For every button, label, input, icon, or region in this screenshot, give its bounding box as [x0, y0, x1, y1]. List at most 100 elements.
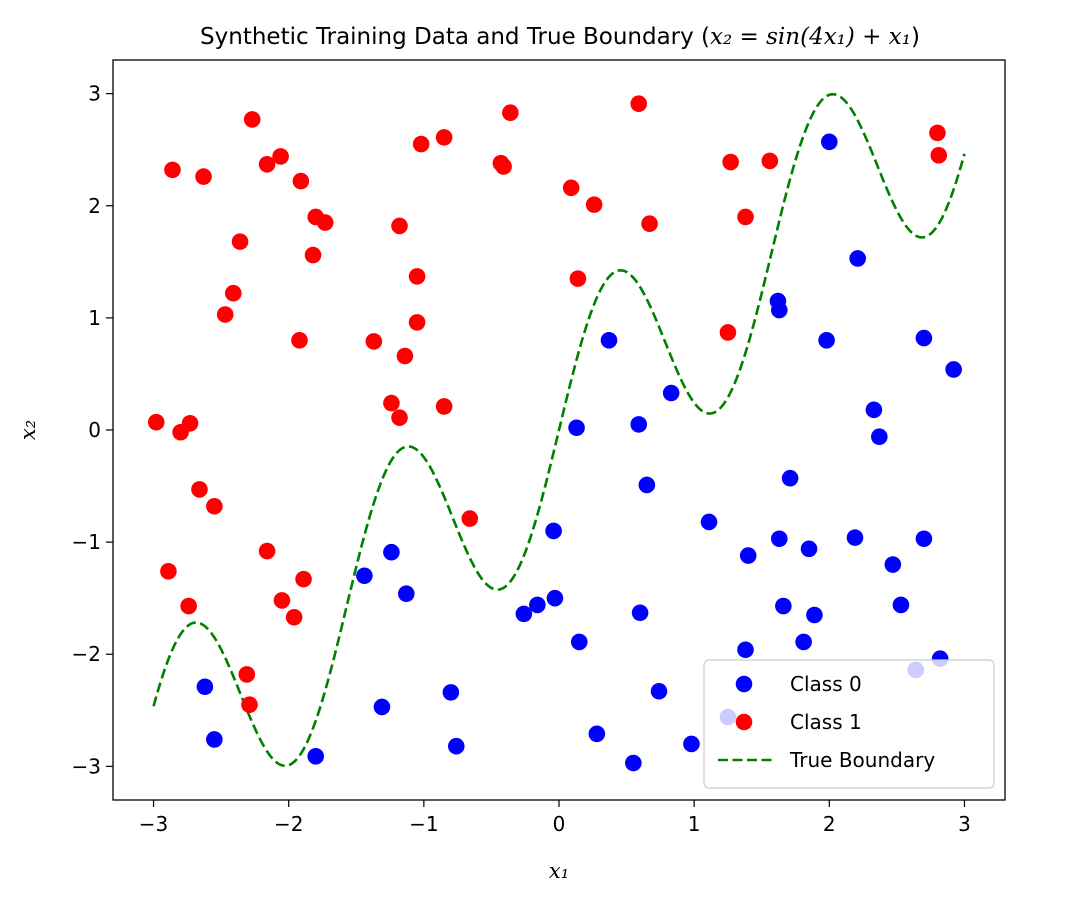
- x-tick-label: 2: [823, 812, 836, 836]
- class-1-point: [408, 268, 426, 285]
- class-1-point: [383, 394, 400, 412]
- class-0-point: [849, 250, 866, 267]
- class-0-point: [650, 682, 668, 700]
- class-0-point: [630, 416, 648, 433]
- y-tick-label: 3: [88, 82, 101, 106]
- class-0-point: [356, 567, 373, 585]
- class-1-point: [292, 172, 310, 190]
- class-1-point: [396, 347, 414, 365]
- class-1-point: [365, 333, 383, 350]
- class-0-point: [683, 735, 700, 753]
- class-1-point: [191, 481, 208, 498]
- x-axis-label: x₁: [549, 859, 569, 883]
- class-0-point: [770, 301, 788, 319]
- class-0-point: [892, 596, 910, 614]
- x-tick-label: −1: [409, 812, 438, 836]
- class-0-point: [700, 513, 718, 531]
- class-0-point: [662, 384, 680, 402]
- true-boundary-line: [152, 92, 966, 768]
- class-0-point: [206, 731, 223, 748]
- y-tick-label: −1: [72, 530, 101, 554]
- class-1-point: [206, 497, 223, 515]
- legend-label: True Boundary: [789, 748, 935, 772]
- class-0-point: [545, 522, 562, 540]
- class-0-point: [600, 332, 618, 349]
- class-1-point: [502, 104, 519, 121]
- class-0-point: [515, 605, 533, 623]
- class-0-point: [821, 133, 838, 151]
- class-0-point: [638, 476, 656, 494]
- class-1-point: [243, 111, 261, 128]
- class-1-point: [435, 398, 453, 415]
- legend-marker-swatch: [735, 675, 753, 693]
- class-1-point: [258, 542, 276, 560]
- class-1-point: [722, 153, 739, 171]
- class-0-point: [945, 361, 962, 378]
- class-1-point: [258, 155, 276, 173]
- legend-label: Class 0: [790, 672, 862, 696]
- class-0-point: [570, 633, 588, 651]
- class-1-point: [272, 148, 289, 165]
- class-0-point: [442, 684, 460, 701]
- class-1-point: [216, 306, 234, 323]
- class-0-point: [818, 332, 835, 349]
- class-1-point: [238, 666, 256, 683]
- class-1-point: [641, 215, 658, 232]
- class-1-point: [273, 592, 291, 609]
- class-0-point: [588, 725, 606, 743]
- class-0-point: [775, 597, 792, 615]
- legend-marker-swatch: [735, 713, 753, 731]
- x-tick-label: 3: [958, 812, 971, 836]
- class-1-point: [930, 147, 948, 164]
- class-0-point: [546, 589, 564, 607]
- y-tick-label: −3: [72, 754, 101, 778]
- class-1-point: [737, 208, 754, 226]
- legend-box: [703, 659, 995, 789]
- class-1-point: [585, 196, 603, 213]
- class-1-point: [435, 129, 453, 146]
- class-1-point: [164, 161, 181, 179]
- class-0-point: [884, 556, 902, 573]
- class-0-point: [447, 737, 465, 755]
- class-1-point: [719, 324, 737, 341]
- class-0-point: [846, 529, 864, 546]
- legend: Class 0 Class 1 True Boundary: [703, 659, 995, 789]
- x-tick-label: −2: [274, 812, 303, 836]
- class-1-point: [147, 413, 165, 431]
- class-1-point: [160, 562, 177, 580]
- class-1-point: [391, 217, 408, 235]
- class-0-point: [781, 469, 799, 487]
- class-1-point: [291, 332, 308, 349]
- class-0-point: [795, 633, 812, 651]
- class-0-point: [915, 530, 933, 548]
- class-0-point: [800, 540, 818, 558]
- class-1-point: [408, 314, 426, 331]
- class-1-point: [461, 510, 479, 527]
- class-1-point: [569, 270, 587, 287]
- class-1-point: [761, 152, 779, 170]
- class-1-point: [304, 246, 322, 264]
- class-1-point: [495, 158, 512, 175]
- class-0-point: [625, 754, 642, 772]
- y-axis-label: x₂: [16, 420, 40, 440]
- class-0-point: [529, 596, 546, 614]
- y-tick-label: −2: [72, 642, 101, 666]
- x-tick-label: 1: [688, 812, 701, 836]
- ticks-layer: −3 −2 −1 0 1 2 3 −3 −2 −1 0 1 2 3: [72, 82, 971, 836]
- class-0-point: [806, 606, 823, 624]
- boundary-layer: [152, 92, 966, 768]
- chart-title: Synthetic Training Data and True Boundar…: [200, 24, 920, 50]
- y-tick-label: 0: [88, 418, 101, 442]
- y-tick-label: 2: [88, 194, 101, 218]
- class-1-point: [295, 570, 312, 588]
- class-0-point: [631, 604, 649, 622]
- title-math: x₂ = sin(4x₁) + x₁: [710, 24, 911, 50]
- title-prefix: Synthetic Training Data and True Boundar…: [200, 24, 710, 50]
- class-0-point: [871, 428, 888, 446]
- class-0-point: [373, 698, 391, 716]
- class-0-point: [739, 547, 757, 564]
- class-1-point: [241, 696, 258, 713]
- class-1-point: [630, 95, 648, 113]
- class-0-point: [770, 530, 788, 548]
